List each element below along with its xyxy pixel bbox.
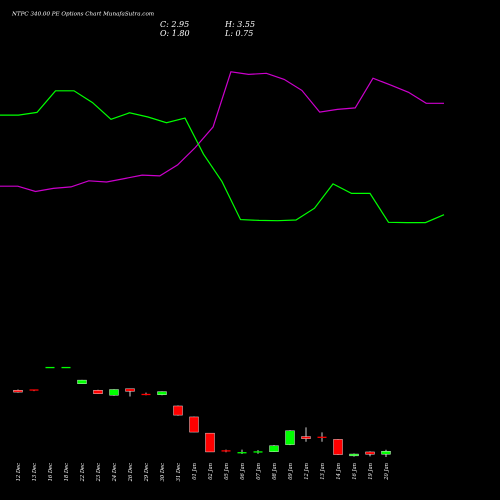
x-tick-label: 22 Dec xyxy=(80,463,86,482)
candle xyxy=(157,391,167,396)
candle-body xyxy=(269,445,279,452)
candle xyxy=(109,389,119,396)
candle xyxy=(381,449,391,458)
x-tick-label: 08 Jan xyxy=(272,463,278,480)
x-tick-label: 13 Dec xyxy=(32,463,38,481)
lower-band-line xyxy=(0,71,444,193)
candle-body xyxy=(381,451,391,455)
candle xyxy=(189,416,199,433)
x-tick-label: 05 Jan xyxy=(224,463,230,480)
chart-title: NTPC 340.00 PE Options Chart MunafaSutra… xyxy=(11,12,154,18)
candle xyxy=(173,405,183,416)
candle xyxy=(29,389,39,392)
x-tick-label: 23 Dec xyxy=(96,463,102,482)
candle-body xyxy=(189,416,199,433)
candle xyxy=(125,388,135,397)
x-tick-label: 01 Jan xyxy=(192,463,198,480)
x-tick-label: 13 Jan xyxy=(320,463,326,480)
candle xyxy=(317,432,327,442)
candle xyxy=(365,451,375,457)
candle xyxy=(237,449,247,455)
candle-body xyxy=(157,391,167,395)
band-lines xyxy=(0,71,445,224)
x-tick-label: 30 Dec xyxy=(160,463,166,481)
candle xyxy=(221,449,231,453)
candle-body xyxy=(349,453,359,457)
upper-band-line xyxy=(0,90,445,224)
candle-body xyxy=(109,389,119,396)
candle-body xyxy=(365,451,375,455)
x-tick-label: 18 Dec xyxy=(64,463,70,481)
candle-body xyxy=(333,439,343,455)
candle xyxy=(333,439,343,455)
candles xyxy=(13,366,391,458)
x-tick-label: 02 Jan xyxy=(208,463,214,480)
candle xyxy=(269,445,279,452)
candle-body xyxy=(173,405,183,416)
x-tick-label: 09 Jan xyxy=(288,463,294,480)
candle xyxy=(13,389,23,393)
x-tick-label: 29 Dec xyxy=(144,463,150,482)
candle-body xyxy=(285,430,295,445)
low-readout: L: 0.75 xyxy=(224,29,253,38)
x-tick-label: 16 Dec xyxy=(48,463,54,481)
candle-body xyxy=(13,390,23,393)
x-tick-label: 16 Jan xyxy=(352,463,358,480)
candle xyxy=(253,450,263,454)
candle-body xyxy=(93,390,103,394)
candle xyxy=(285,430,295,446)
candle-body xyxy=(205,432,215,453)
x-tick-label: 07 Jan xyxy=(256,463,262,480)
x-tick-label: 14 Jan xyxy=(336,463,342,480)
open-readout: O: 1.80 xyxy=(160,29,190,38)
candle xyxy=(93,389,103,394)
candle xyxy=(301,427,311,442)
candle-body xyxy=(77,379,87,384)
x-tick-label: 20 Jan xyxy=(384,463,390,481)
candle xyxy=(205,432,215,453)
x-tick-label: 12 Jan xyxy=(304,463,310,480)
candle-body xyxy=(301,436,311,439)
candle xyxy=(77,379,87,384)
x-tick-label: 12 Dec xyxy=(16,463,22,481)
x-axis-ticks: 12 Dec 13 Dec 16 Dec 18 Dec 22 Dec 23 Dec 24 D… xyxy=(16,463,390,482)
candle xyxy=(349,453,359,457)
x-tick-label: 26 Dec xyxy=(128,463,134,482)
close-readout: C: 2.95 xyxy=(160,20,189,29)
x-tick-label: 19 Jan xyxy=(368,463,374,480)
x-tick-label: 06 Jan xyxy=(240,463,246,480)
x-tick-label: 31 Dec xyxy=(176,463,182,481)
candle xyxy=(141,392,151,396)
candle-body xyxy=(125,388,135,392)
x-tick-label: 24 Dec xyxy=(112,463,118,482)
high-readout: H: 3.55 xyxy=(224,20,255,29)
